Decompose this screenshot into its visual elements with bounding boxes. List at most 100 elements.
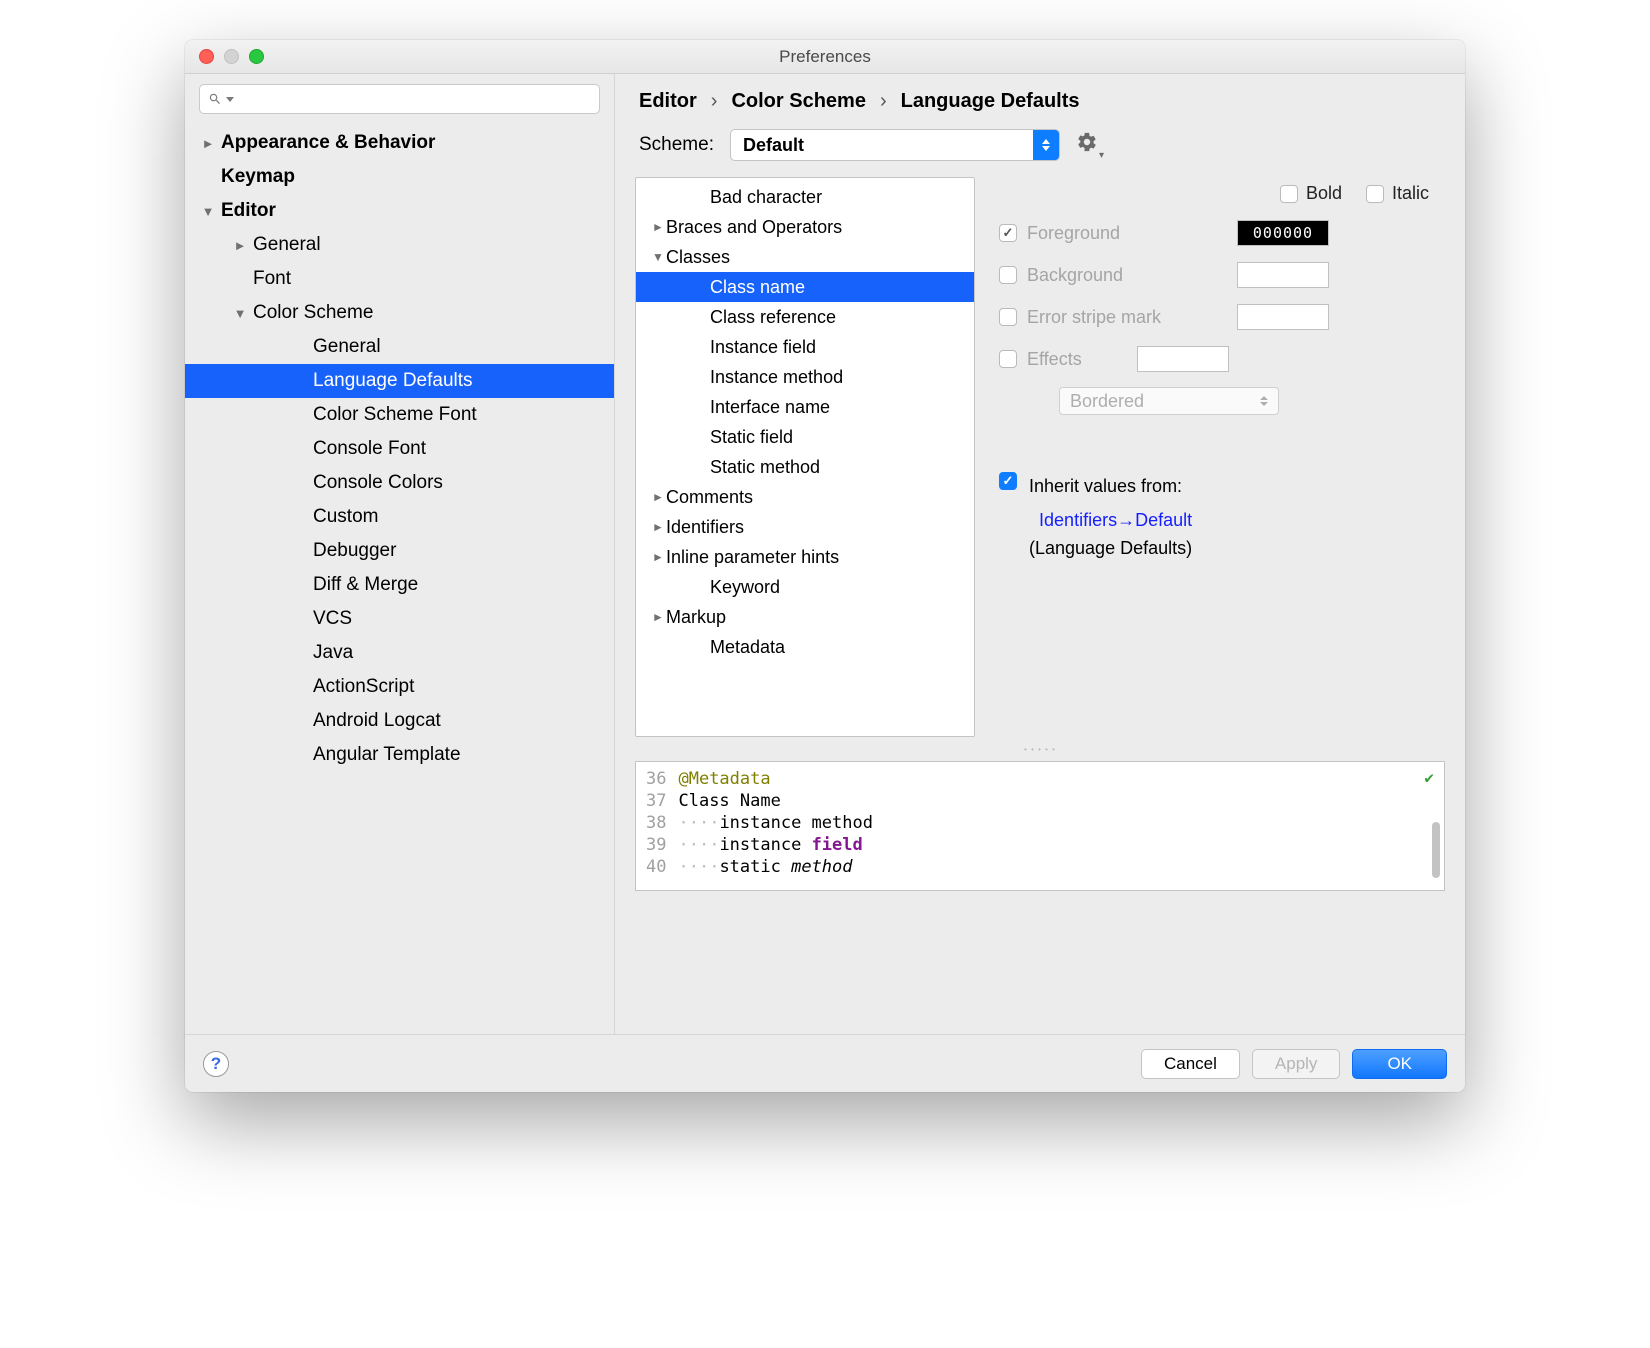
attr-tree-item[interactable]: ►Markup	[636, 602, 974, 632]
settings-tree[interactable]: ►Appearance & BehaviorKeymap▼Editor►Gene…	[185, 122, 614, 1034]
sidebar-item-label: Language Defaults	[313, 370, 473, 392]
sidebar-item[interactable]: General	[185, 330, 614, 364]
disclosure-icon: ►	[201, 136, 215, 151]
gear-icon[interactable]: ▾	[1076, 131, 1098, 159]
italic-checkbox[interactable]: Italic	[1366, 183, 1429, 204]
sidebar-item[interactable]: Console Colors	[185, 466, 614, 500]
inherit-row: ✓ Inherit values from: Identifiers→Defau…	[999, 472, 1439, 562]
background-checkbox[interactable]	[999, 266, 1017, 284]
background-row: Background	[999, 254, 1439, 296]
attr-tree-item[interactable]: ►Braces and Operators	[636, 212, 974, 242]
attr-tree-label: Braces and Operators	[666, 217, 842, 238]
attr-tree-item[interactable]: Class name	[636, 272, 974, 302]
inherit-link[interactable]: Identifiers→Default	[1029, 506, 1192, 534]
sidebar-item[interactable]: ▼Color Scheme	[185, 296, 614, 330]
attributes-tree[interactable]: Bad character►Braces and Operators▼Class…	[635, 177, 975, 737]
breadcrumb-item[interactable]: Color Scheme	[731, 90, 865, 113]
sidebar-item-label: Editor	[221, 200, 276, 222]
sidebar-item[interactable]: Diff & Merge	[185, 568, 614, 602]
preferences-window: Preferences ►Appearance & BehaviorKeymap…	[185, 40, 1465, 1092]
sidebar-item[interactable]: Color Scheme Font	[185, 398, 614, 432]
scheme-select[interactable]: Default	[730, 129, 1060, 161]
sidebar-item-label: Console Colors	[313, 472, 443, 494]
attr-tree-item[interactable]: Instance field	[636, 332, 974, 362]
background-swatch[interactable]	[1237, 262, 1329, 288]
select-arrows-icon	[1033, 130, 1059, 160]
attr-tree-label: Instance field	[710, 337, 816, 358]
attr-tree-item[interactable]: Interface name	[636, 392, 974, 422]
sidebar-item[interactable]: Custom	[185, 500, 614, 534]
attr-tree-label: Class reference	[710, 307, 836, 328]
attr-tree-label: Bad character	[710, 187, 822, 208]
attr-tree-item[interactable]: Metadata	[636, 632, 974, 662]
attr-tree-label: Interface name	[710, 397, 830, 418]
foreground-checkbox[interactable]: ✓	[999, 224, 1017, 242]
breadcrumb-item[interactable]: Editor	[639, 90, 697, 113]
error-stripe-swatch[interactable]	[1237, 304, 1329, 330]
bold-checkbox[interactable]: Bold	[1280, 183, 1342, 204]
effects-label: Effects	[1027, 349, 1127, 370]
effects-type-select[interactable]: Bordered	[1059, 387, 1279, 415]
sidebar-item[interactable]: ►General	[185, 228, 614, 262]
sidebar-item[interactable]: VCS	[185, 602, 614, 636]
effects-swatch[interactable]	[1137, 346, 1229, 372]
sidebar-item[interactable]: Java	[185, 636, 614, 670]
inherit-sublabel: (Language Defaults)	[1029, 534, 1192, 562]
sidebar-item-label: Diff & Merge	[313, 574, 418, 596]
splitter-grip[interactable]: • • • • •	[635, 745, 1445, 753]
attr-tree-item[interactable]: ▼Classes	[636, 242, 974, 272]
inherit-checkbox[interactable]: ✓	[999, 472, 1017, 490]
foreground-swatch[interactable]: 000000	[1237, 220, 1329, 246]
sidebar-item-label: Color Scheme Font	[313, 404, 477, 426]
cancel-button[interactable]: Cancel	[1141, 1049, 1240, 1079]
help-button[interactable]: ?	[203, 1051, 229, 1077]
attr-tree-item[interactable]: Bad character	[636, 182, 974, 212]
attr-tree-label: Class name	[710, 277, 805, 298]
foreground-label: Foreground	[1027, 223, 1227, 244]
attr-tree-item[interactable]: Static field	[636, 422, 974, 452]
effects-row: Effects	[999, 338, 1439, 380]
sidebar-item[interactable]: Android Logcat	[185, 704, 614, 738]
search-input[interactable]	[199, 84, 600, 114]
attr-tree-item[interactable]: Instance method	[636, 362, 974, 392]
disclosure-icon: ▼	[201, 204, 215, 219]
ok-button[interactable]: OK	[1352, 1049, 1447, 1079]
sidebar-item[interactable]: Debugger	[185, 534, 614, 568]
sidebar-item[interactable]: Keymap	[185, 160, 614, 194]
attr-tree-item[interactable]: Static method	[636, 452, 974, 482]
disclosure-icon: ►	[233, 238, 247, 253]
attr-tree-item[interactable]: ►Inline parameter hints	[636, 542, 974, 572]
sidebar-item-label: Color Scheme	[253, 302, 373, 324]
sidebar-item[interactable]: Angular Template	[185, 738, 614, 772]
sidebar-item-label: Keymap	[221, 166, 295, 188]
effects-checkbox[interactable]	[999, 350, 1017, 368]
chevron-down-icon	[226, 97, 234, 102]
background-label: Background	[1027, 265, 1227, 286]
apply-button[interactable]: Apply	[1252, 1049, 1341, 1079]
search-field[interactable]	[238, 90, 591, 108]
sidebar-item[interactable]: Font	[185, 262, 614, 296]
scheme-row: Scheme: Default ▾	[615, 123, 1465, 177]
sidebar-item[interactable]: Console Font	[185, 432, 614, 466]
attr-tree-label: Inline parameter hints	[666, 547, 839, 568]
gutter: 3637383940	[636, 762, 674, 890]
scheme-value: Default	[731, 135, 1033, 156]
sidebar-item[interactable]: ActionScript	[185, 670, 614, 704]
sidebar-item[interactable]: ▼ Editor	[185, 194, 614, 228]
sidebar-item[interactable]: Language Defaults	[185, 364, 614, 398]
attr-tree-item[interactable]: Class reference	[636, 302, 974, 332]
sidebar-item[interactable]: ►Appearance & Behavior	[185, 126, 614, 160]
attr-tree-item[interactable]: ►Comments	[636, 482, 974, 512]
disclosure-icon: ►	[650, 220, 666, 234]
search-icon	[208, 92, 222, 106]
disclosure-icon: ►	[650, 610, 666, 624]
preview-editor: 3637383940 @MetadataClass Name····instan…	[635, 761, 1445, 891]
select-arrows-icon	[1260, 396, 1268, 406]
attr-tree-item[interactable]: ►Identifiers	[636, 512, 974, 542]
breadcrumb: Editor › Color Scheme › Language Default…	[615, 74, 1465, 123]
main-panel: Editor › Color Scheme › Language Default…	[615, 74, 1465, 1034]
scrollbar-thumb[interactable]	[1432, 822, 1440, 878]
error-stripe-checkbox[interactable]	[999, 308, 1017, 326]
attr-tree-item[interactable]: Keyword	[636, 572, 974, 602]
attr-tree-label: Markup	[666, 607, 726, 628]
